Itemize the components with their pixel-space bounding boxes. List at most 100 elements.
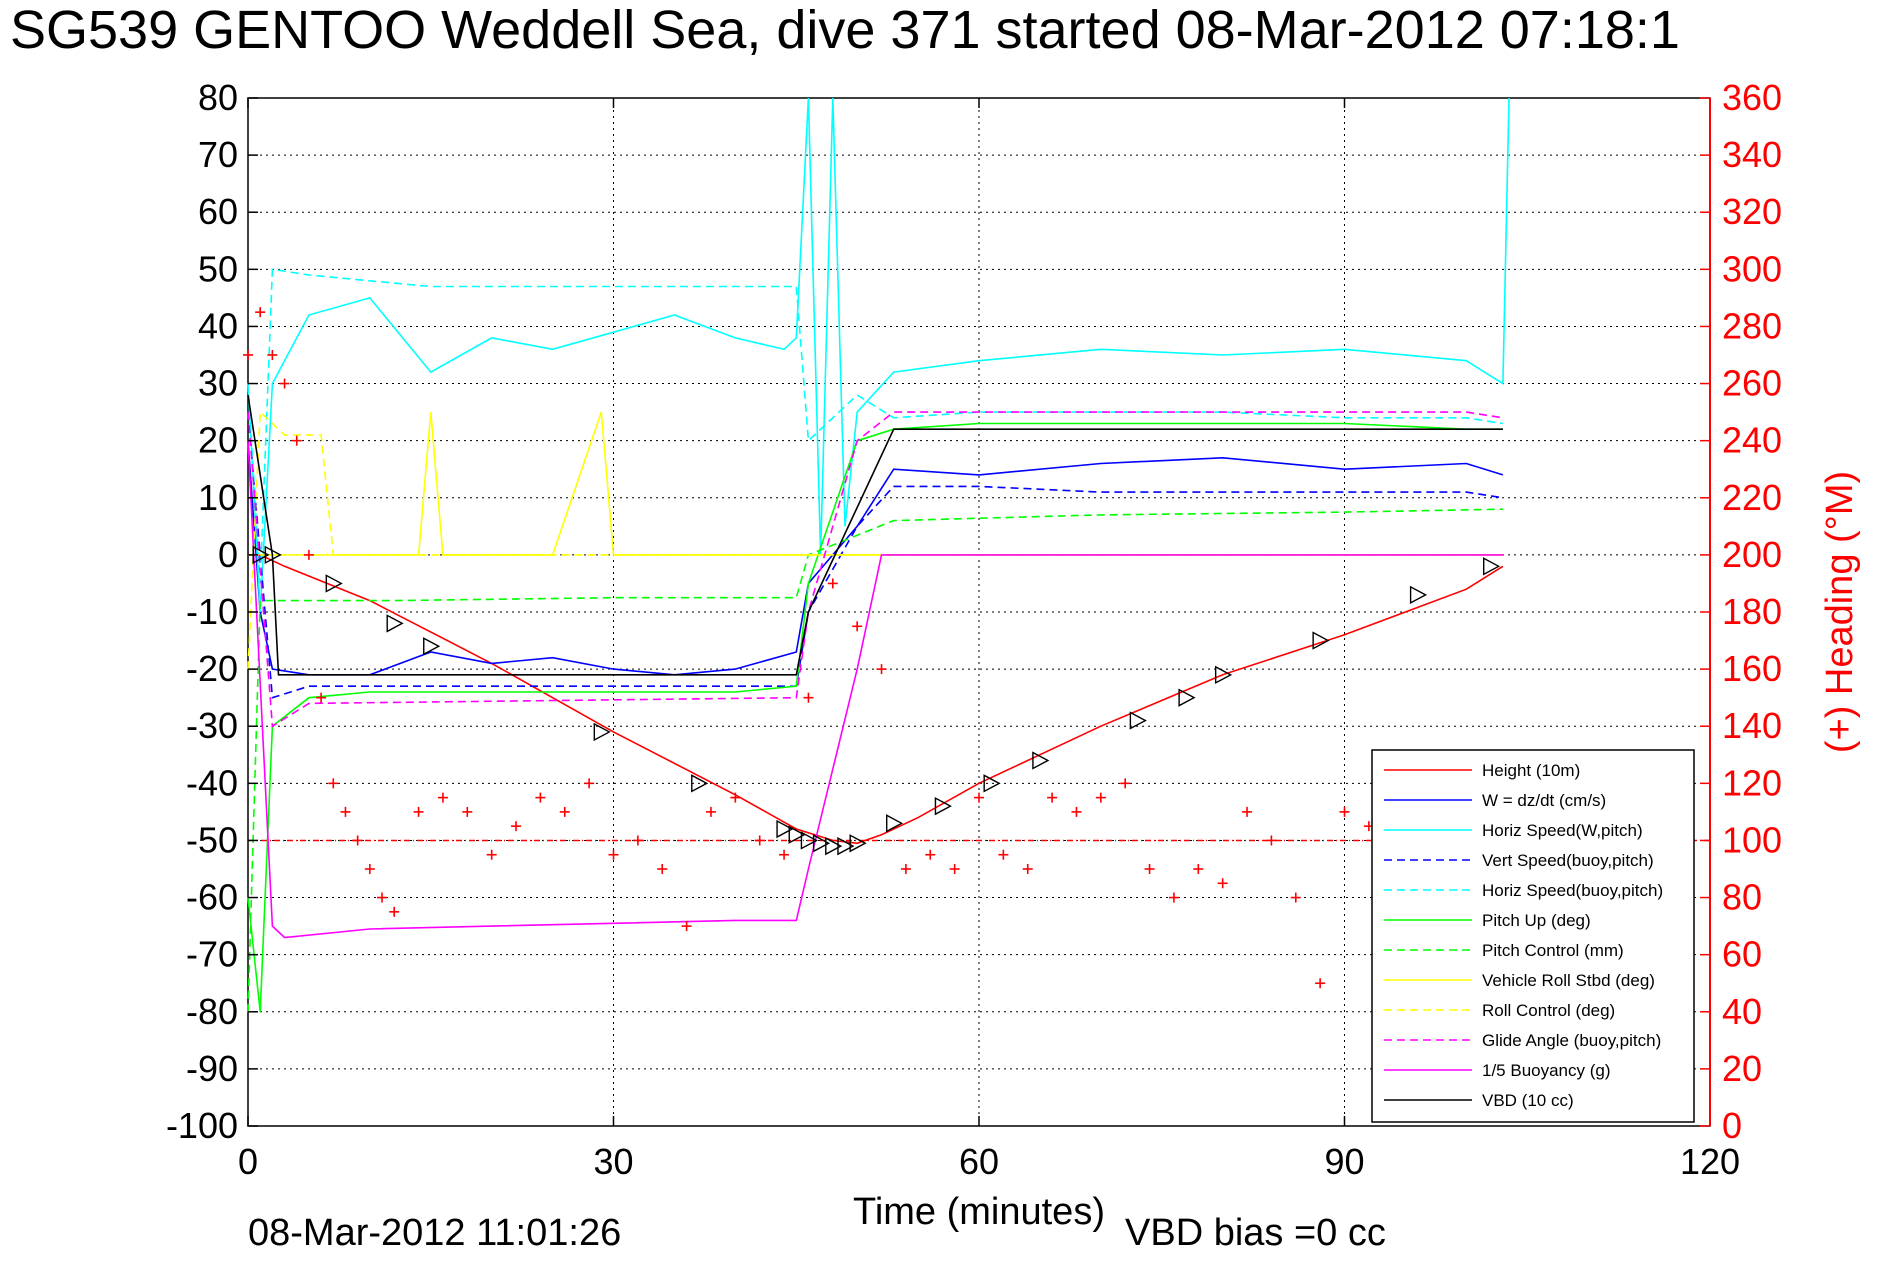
y-tick-label: -70 [186, 934, 238, 975]
heading-point [279, 378, 290, 389]
heading-point [754, 835, 765, 846]
heading-point [657, 864, 668, 874]
legend-label: Pitch Control (mm) [1482, 941, 1624, 960]
legend-label: Horiz Speed(buoy,pitch) [1482, 881, 1663, 900]
y-tick-label: 60 [198, 191, 238, 232]
right-y-tick-label: 120 [1722, 762, 1782, 803]
triangle-marker [983, 774, 1001, 793]
y-tick-label: -20 [186, 648, 238, 689]
heading-point [559, 806, 570, 817]
right-y-tick-label: 360 [1722, 77, 1782, 118]
legend-label: Horiz Speed(W,pitch) [1482, 821, 1643, 840]
y-tick-label: -40 [186, 762, 238, 803]
x-tick-label: 30 [593, 1141, 633, 1182]
heading-point [925, 849, 936, 860]
heading-point [1095, 792, 1106, 803]
triangle-marker [934, 797, 952, 816]
legend-label: VBD (10 cc) [1482, 1091, 1574, 1110]
right-y-tick-label: 140 [1722, 705, 1782, 746]
heading-point [486, 849, 497, 860]
footer-timestamp: 08-Mar-2012 11:01:26 [248, 1212, 621, 1254]
heading-point [1120, 778, 1131, 789]
right-y-tick-label: 20 [1722, 1048, 1762, 1089]
heading-point [803, 692, 814, 703]
x-tick-label: 120 [1680, 1141, 1740, 1182]
heading-point [632, 835, 643, 846]
y-tick-label: 0 [218, 534, 238, 575]
triangle-marker [849, 834, 867, 853]
heading-point [779, 849, 790, 860]
y-tick-label: -100 [166, 1105, 238, 1146]
heading-point [1266, 835, 1277, 846]
triangle-marker [776, 819, 794, 839]
series-lines [247, 97, 1510, 1012]
heading-point [511, 821, 522, 832]
triangle-marker [691, 774, 709, 793]
y-tick-label: 10 [198, 477, 238, 518]
legend-label: Pitch Up (deg) [1482, 911, 1591, 930]
x-tick-label: 0 [238, 1141, 258, 1182]
series-line [247, 268, 1504, 584]
heading-point [267, 350, 278, 360]
right-y-axis-label: (+) Heading (°M) [1819, 471, 1861, 753]
heading-point [681, 921, 692, 932]
heading-point [291, 435, 302, 446]
heading-point [340, 806, 351, 817]
x-tick-label: 90 [1324, 1141, 1364, 1182]
y-tick-label: 30 [198, 363, 238, 404]
y-tick-label: 40 [198, 305, 238, 346]
y-tick-label: -90 [186, 1048, 238, 1089]
heading-point [535, 792, 546, 803]
right-y-tick-label: 40 [1722, 991, 1762, 1032]
heading-point [608, 849, 619, 860]
heading-point [243, 350, 253, 360]
triangle-markers [252, 545, 1501, 856]
right-y-tick-label: 300 [1722, 248, 1782, 289]
heading-point [1071, 806, 1082, 817]
right-y-tick-label: 180 [1722, 591, 1782, 632]
heading-point [377, 892, 388, 903]
y-tick-label: -10 [186, 591, 238, 632]
legend-label: Height (10m) [1482, 761, 1580, 780]
legend-label: 1/5 Buoyancy (g) [1482, 1061, 1611, 1080]
right-y-tick-label: 80 [1722, 877, 1762, 918]
vbd-bias-label: VBD bias =0 cc [1125, 1212, 1386, 1254]
heading-point [364, 864, 375, 874]
triangle-marker [386, 614, 404, 633]
right-y-tick-label: 220 [1722, 477, 1782, 518]
y-tick-label: -50 [186, 819, 238, 860]
right-y-tick-label: 100 [1722, 819, 1782, 860]
axes: 0 30 60 90 12080706050403020100-10-20-30-40-… [166, 77, 1782, 1182]
right-y-tick-label: 240 [1722, 420, 1782, 461]
legend-label: Glide Angle (buoy,pitch) [1482, 1031, 1661, 1050]
series-line [247, 411, 1504, 728]
heading-point [1339, 806, 1350, 817]
chart-title: SG539 GENTOO Weddell Sea, dive 371 start… [10, 0, 1680, 60]
y-tick-label: 80 [198, 77, 238, 118]
triangle-marker [325, 574, 343, 593]
legend: Height (10m) W = dz/dt (cm/s) Horiz Speed(… [1371, 749, 1695, 1123]
heading-markers [243, 307, 1374, 989]
series-line [247, 97, 1510, 613]
heading-point [876, 664, 887, 675]
heading-point [705, 806, 716, 817]
legend-box [1371, 749, 1695, 1123]
heading-point [389, 906, 400, 917]
triangle-marker [812, 834, 831, 853]
right-y-tick-label: 160 [1722, 648, 1782, 689]
heading-point [900, 864, 911, 874]
triangle-marker [825, 836, 843, 856]
heading-point [303, 549, 314, 560]
triangle-marker [1409, 585, 1428, 605]
heading-point [974, 792, 984, 803]
x-axis-label: Time (minutes) [853, 1191, 1105, 1233]
heading-point [1022, 864, 1033, 874]
heading-point [852, 621, 863, 632]
triangle-marker [1129, 711, 1147, 730]
heading-point [584, 778, 595, 789]
x-tick-label: 60 [959, 1141, 999, 1182]
triangle-marker [1178, 688, 1196, 707]
series-line [247, 422, 1503, 1012]
y-tick-label: 50 [198, 248, 238, 289]
series-line [247, 394, 1503, 676]
